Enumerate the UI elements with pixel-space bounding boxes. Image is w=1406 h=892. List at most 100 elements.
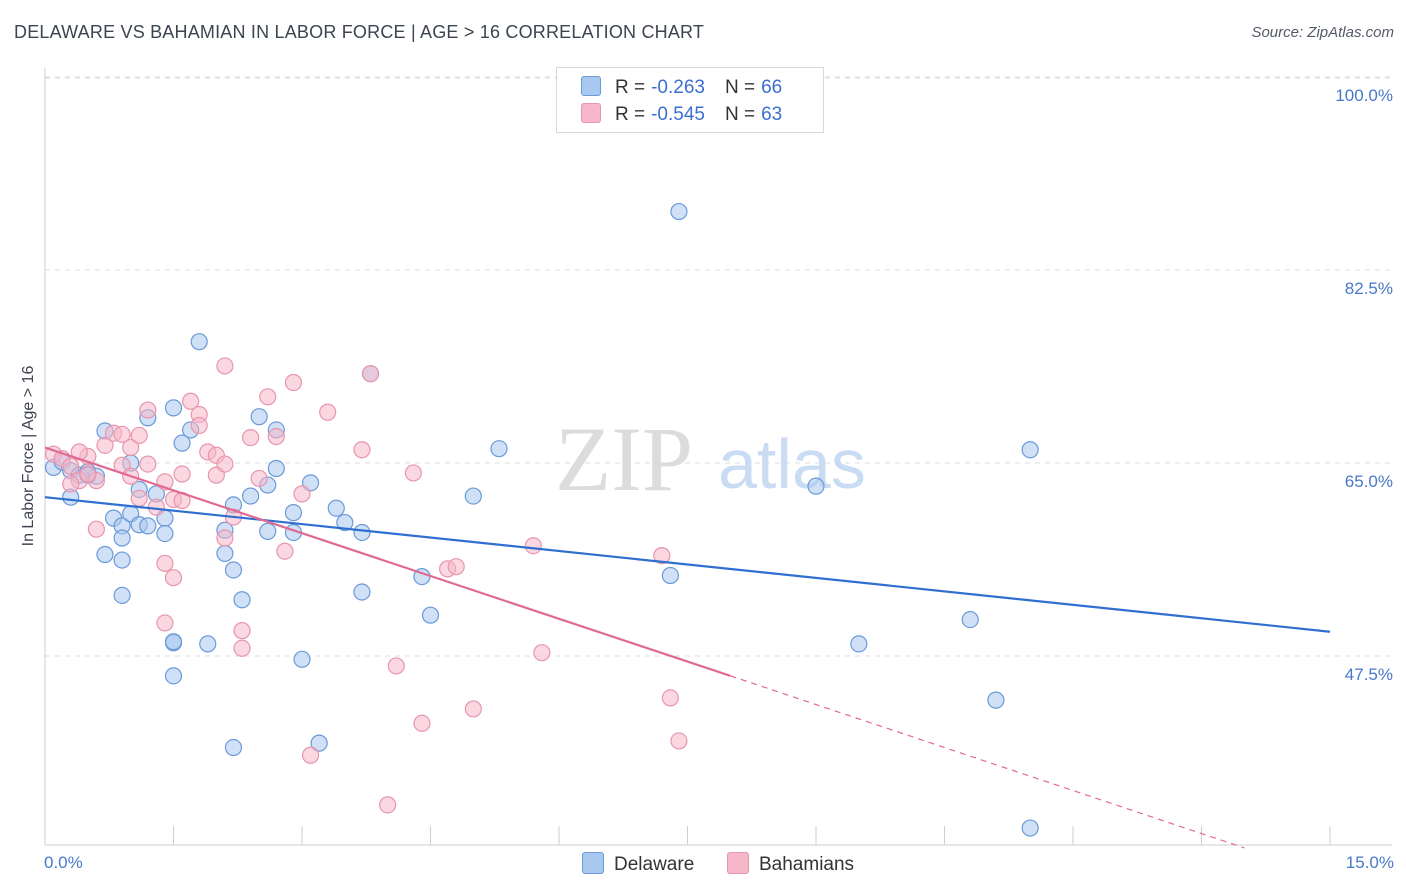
delaware-point (310, 734, 328, 752)
watermark: ZIP atlas (555, 408, 866, 510)
bahamian-point (147, 498, 165, 516)
delaware-point (353, 523, 371, 542)
bahamian-point (164, 569, 183, 587)
bahamian-point (524, 537, 542, 555)
bahamian-point (464, 700, 482, 718)
bahamian-point (113, 425, 131, 443)
bahamian-point (87, 520, 106, 538)
watermark-zip: ZIP (555, 408, 693, 510)
bahamian-point (96, 436, 114, 454)
delaware-point (267, 459, 285, 478)
r-label: R = (615, 77, 646, 98)
x-tick-min: 0.0% (44, 853, 83, 872)
delaware-point (216, 544, 234, 563)
delaware-point (250, 408, 268, 426)
bahamian-point (319, 403, 337, 421)
grid-lines (45, 76, 1392, 657)
bahamian-point (387, 657, 405, 675)
delaware-point (661, 566, 679, 585)
delaware-point (807, 477, 825, 495)
delaware-point (850, 635, 868, 653)
delaware-point (987, 691, 1005, 709)
bahamian-point (216, 529, 234, 547)
delaware-point (233, 591, 251, 609)
chart-title: DELAWARE VS BAHAMIAN IN LABOR FORCE | AG… (14, 22, 705, 42)
bahamian-point (233, 622, 251, 640)
y-tick-label: 47.5% (1345, 665, 1393, 684)
delaware-point (224, 561, 243, 579)
correlation-legend: R = -0.263 N = 66 R = -0.545 N = 63 (556, 67, 824, 133)
delaware-point (1021, 441, 1039, 459)
bahamian-point (404, 464, 422, 482)
bahamian-point (233, 639, 251, 657)
legend-item-bahamians[interactable]: Bahamians (727, 852, 854, 876)
delaware-swatch (581, 76, 601, 96)
delaware-point (242, 487, 260, 505)
bahamian-point (661, 689, 679, 707)
delaware-point (464, 487, 482, 505)
delaware-legend-swatch (582, 852, 604, 874)
n-label: N = (724, 104, 756, 125)
bahamian-trend-extension (730, 675, 1245, 849)
delaware-point (224, 738, 243, 757)
n-label: N = (724, 77, 756, 98)
bahamian-point (301, 746, 320, 764)
legend-row-delaware: R = -0.263 N = 66 (581, 76, 782, 99)
bahamian-point (670, 732, 688, 750)
bahamian-point (182, 392, 200, 410)
bahamian-point (259, 388, 277, 406)
delaware-point (670, 202, 688, 221)
delaware-point (421, 606, 440, 624)
bahamian-points (44, 357, 688, 814)
delaware-point (199, 635, 217, 653)
delaware-point (490, 440, 508, 458)
bahamian-point (190, 416, 208, 435)
bahamian-point (156, 554, 174, 572)
delaware-point (336, 513, 354, 532)
delaware-point (961, 611, 979, 629)
watermark-atlas: atlas (718, 425, 866, 503)
chart-source: Source: ZipAtlas.com (1251, 24, 1394, 41)
r-value: -0.263 (651, 77, 705, 98)
y-tick-label: 82.5% (1345, 279, 1393, 298)
bahamian-point (242, 429, 260, 447)
bahamian-point (139, 455, 157, 473)
bahamian-point (62, 457, 80, 475)
n-value: 66 (761, 77, 783, 98)
legend-item-delaware[interactable]: Delaware (582, 852, 694, 876)
delaware-point (173, 434, 191, 452)
delaware-point (164, 633, 183, 651)
y-tick-labels: 47.5% 65.0% 82.5% 100.0% (1335, 86, 1393, 684)
bahamian-point (130, 489, 148, 507)
bahamian-point (361, 365, 380, 383)
delaware-point (293, 650, 311, 668)
x-tick-max: 15.0% (1345, 853, 1394, 872)
bahamian-point (653, 547, 671, 565)
bahamian-point (62, 475, 80, 493)
delaware-legend-label: Delaware (614, 854, 695, 875)
bahamian-point (284, 373, 303, 392)
bahamian-point (122, 438, 140, 457)
trend-lines (44, 446, 1331, 849)
y-tick-label: 65.0% (1345, 472, 1393, 491)
delaware-point (327, 499, 345, 517)
y-tick-label: 100.0% (1335, 86, 1393, 105)
delaware-point (284, 504, 303, 522)
bahamians-legend-swatch (727, 852, 749, 874)
bahamian-point (293, 485, 311, 503)
delaware-point (113, 586, 131, 604)
bahamian-point (447, 558, 465, 576)
bahamian-point (156, 614, 174, 632)
delaware-point (164, 399, 183, 417)
bahamians-legend-label: Bahamians (759, 854, 855, 875)
n-value: 63 (761, 104, 783, 125)
delaware-points (44, 202, 1039, 837)
delaware-point (164, 667, 183, 685)
delaware-point (259, 522, 277, 540)
delaware-point (113, 529, 131, 547)
bahamian-point (533, 644, 551, 662)
bahamian-point (267, 427, 285, 446)
bahamian-point (216, 455, 234, 473)
delaware-point (156, 524, 174, 543)
